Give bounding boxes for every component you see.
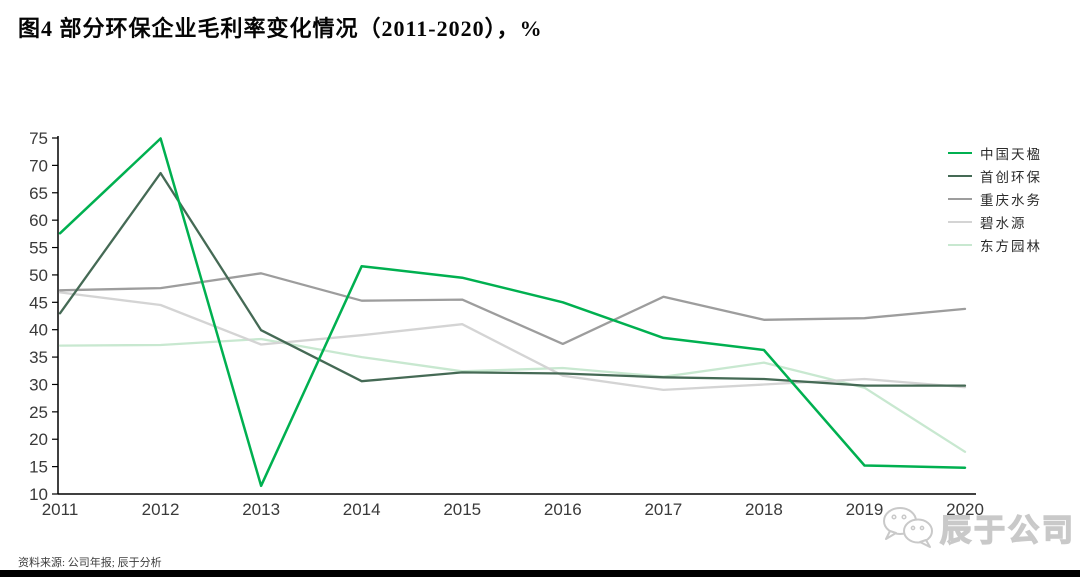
watermark: 辰于公司	[878, 503, 1076, 551]
y-tick-label: 55	[29, 239, 48, 258]
watermark-brand-text: 辰于公司	[939, 512, 1076, 549]
y-tick-label: 50	[29, 266, 48, 285]
legend-line-swatch	[948, 243, 972, 246]
x-tick-label: 2014	[343, 500, 381, 519]
legend-item: 重庆水务	[948, 187, 1042, 210]
legend-item: 碧水源	[948, 210, 1042, 233]
series-line-东方园林	[58, 337, 967, 453]
legend-label: 重庆水务	[980, 192, 1042, 208]
x-tick-label: 2020	[946, 500, 984, 519]
x-tick-label: 2012	[142, 500, 180, 519]
y-tick-label: 60	[29, 211, 48, 230]
legend-item: 东方园林	[948, 233, 1042, 256]
x-tick-label: 2017	[644, 500, 682, 519]
legend-line-swatch	[948, 220, 972, 223]
y-tick-label: 25	[29, 403, 48, 422]
y-tick-label: 75	[29, 129, 48, 148]
chart-title: 图4 部分环保企业毛利率变化情况（2011-2020），%	[18, 16, 543, 41]
y-tick-label: 30	[29, 375, 48, 394]
x-tick-label: 2015	[443, 500, 481, 519]
bottom-divider-bar	[0, 570, 1080, 577]
legend-line-swatch	[948, 197, 972, 200]
wechat-icon	[883, 507, 933, 548]
y-tick-label: 15	[29, 458, 48, 477]
series-line-碧水源	[58, 291, 967, 392]
legend-line-swatch	[948, 151, 972, 154]
legend-line-swatch	[948, 174, 972, 177]
y-tick-label: 45	[29, 293, 48, 312]
legend-label: 东方园林	[980, 238, 1042, 254]
legend-item: 首创环保	[948, 164, 1042, 187]
legend-item: 中国天楹	[948, 141, 1042, 164]
y-tick-label: 35	[29, 348, 48, 367]
x-tick-label: 2011	[42, 500, 79, 519]
x-tick-label: 2019	[846, 500, 884, 519]
y-tick-label: 70	[29, 156, 48, 175]
legend-label: 中国天楹	[980, 146, 1042, 162]
x-tick-label: 2016	[544, 500, 582, 519]
x-tick-label: 2018	[745, 500, 783, 519]
series-line-首创环保	[58, 171, 967, 387]
y-tick-label: 65	[29, 184, 48, 203]
series-line-重庆水务	[58, 272, 967, 346]
x-tick-label: 2013	[242, 500, 280, 519]
legend-label: 首创环保	[980, 169, 1042, 185]
y-tick-label: 40	[29, 321, 48, 340]
legend-label: 碧水源	[980, 215, 1027, 231]
source-note: 资料来源: 公司年报; 辰于分析	[18, 557, 162, 569]
chart-legend: 中国天楹首创环保重庆水务碧水源东方园林	[948, 141, 1042, 256]
series-line-中国天楹	[58, 137, 967, 488]
y-tick-label: 10	[29, 485, 48, 504]
y-tick-label: 20	[29, 430, 48, 449]
